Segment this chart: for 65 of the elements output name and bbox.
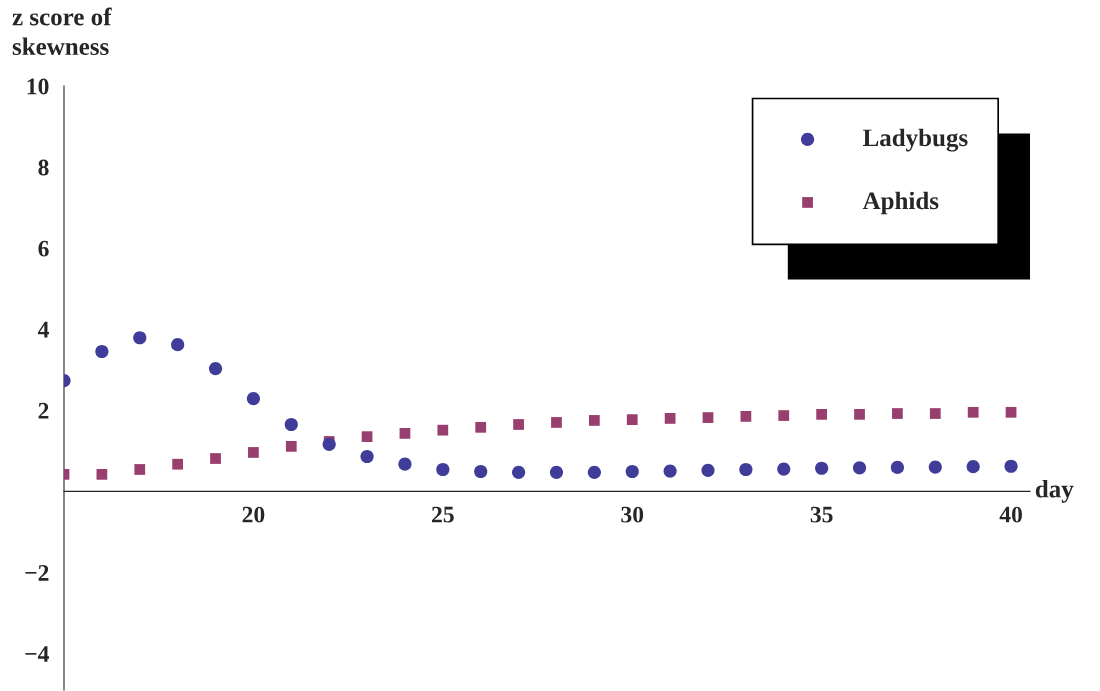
point: [360, 449, 374, 464]
y-tick-label: 6: [38, 240, 49, 257]
point: [1004, 459, 1018, 473]
point: [437, 424, 449, 436]
point: [663, 464, 677, 478]
point: [587, 465, 601, 479]
point: [588, 415, 600, 426]
point: [513, 419, 524, 430]
x-tick-label: 25: [432, 506, 454, 523]
x-tick-label: 30: [621, 506, 644, 523]
point: [892, 408, 903, 419]
y-axis-title: z score of skewness: [12, 7, 112, 56]
y-tick-label: 2: [38, 402, 49, 419]
legend-label: Aphids: [862, 191, 939, 215]
point: [816, 408, 828, 420]
x-tick-label: 20: [242, 506, 265, 523]
point: [966, 460, 980, 474]
point: [96, 468, 108, 480]
x-tick-label: 40: [999, 506, 1022, 523]
point: [549, 465, 564, 479]
point: [398, 457, 412, 471]
point: [436, 462, 450, 477]
point: [815, 461, 829, 475]
point: [399, 428, 411, 439]
point: [967, 406, 979, 418]
point: [172, 458, 184, 470]
point: [134, 464, 146, 475]
point: [475, 421, 487, 433]
point: [702, 412, 714, 423]
y-tick-label: 8: [38, 159, 49, 176]
point: [739, 462, 753, 477]
y-tick-label: −4: [25, 646, 49, 662]
point: [285, 440, 297, 452]
point: [626, 414, 638, 425]
point: [133, 331, 147, 345]
point: [284, 417, 298, 432]
point: [928, 460, 942, 474]
point: [777, 462, 791, 476]
point: [208, 361, 223, 376]
point: [246, 391, 260, 406]
point: [890, 460, 904, 475]
point: [701, 463, 715, 477]
point: [248, 447, 259, 458]
point: [171, 338, 185, 352]
x-tick-label: 35: [810, 506, 833, 523]
y-tick-label: −2: [25, 565, 49, 581]
y-tick-label: 10: [27, 78, 49, 95]
point: [740, 411, 752, 422]
point: [664, 413, 676, 424]
point: [361, 431, 373, 443]
point: [512, 465, 526, 479]
point: [210, 453, 221, 464]
point: [322, 437, 336, 451]
point: [95, 344, 109, 359]
point: [929, 408, 941, 419]
point: [551, 417, 562, 428]
point: [1005, 406, 1017, 418]
point: [625, 464, 639, 479]
point: [778, 410, 790, 421]
legend-label: Ladybugs: [862, 128, 968, 152]
x-axis-title: day: [1035, 480, 1074, 503]
point: [854, 408, 865, 420]
point: [852, 461, 867, 475]
point: [474, 464, 488, 479]
y-tick-label: 4: [37, 321, 49, 338]
